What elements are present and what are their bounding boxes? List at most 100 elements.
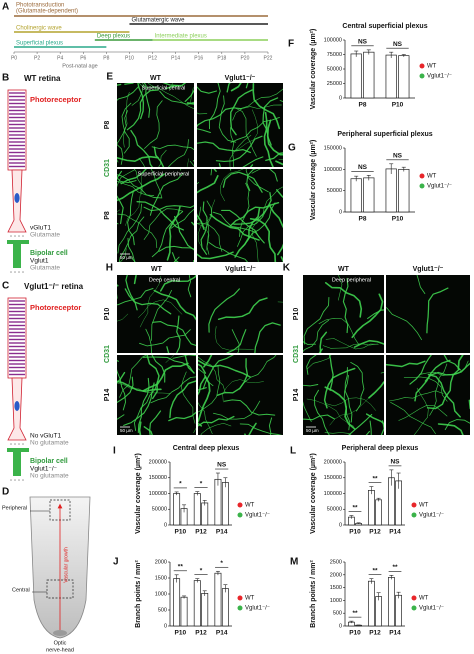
image-note: Superficial peripheral (138, 171, 190, 177)
vessel (198, 415, 235, 427)
vessel (306, 398, 355, 427)
vessel (268, 417, 273, 435)
vesicle (10, 443, 12, 445)
x-tick-label: P14 (216, 529, 228, 536)
row-label: P8 (104, 211, 111, 220)
vessel (166, 206, 181, 261)
vessel (343, 374, 351, 431)
panel-label: B (2, 73, 9, 84)
vessel (197, 86, 218, 94)
y-tick-label: 0 (339, 95, 342, 101)
row-label: P10 (104, 308, 111, 321)
vessel (303, 401, 312, 422)
panel-label: J (113, 557, 119, 568)
timeline-tick-label: P10 (125, 55, 134, 61)
timeline-tick-label: P20 (240, 55, 249, 61)
vessel (254, 322, 281, 353)
bar (201, 502, 209, 526)
vessel (138, 83, 159, 89)
bar (201, 593, 209, 627)
bipolar-cell (7, 448, 29, 476)
column-header: WT (151, 266, 163, 273)
x-tick-label: P8 (359, 216, 367, 223)
vessel (323, 367, 356, 409)
significance-label: NS (393, 41, 403, 48)
vessel (138, 421, 142, 435)
vessel (303, 297, 330, 345)
panel-label: A (2, 2, 9, 13)
vessel (398, 405, 448, 421)
vessel (197, 251, 234, 260)
vessel (117, 203, 142, 254)
x-tick-label: P10 (175, 529, 187, 536)
vesicle (10, 271, 12, 273)
legend-label: WT (427, 64, 437, 70)
vessel (368, 380, 384, 399)
vessel (151, 289, 172, 341)
significance-label: ** (178, 564, 184, 571)
x-tick-label: P10 (349, 529, 361, 536)
vessel (117, 177, 137, 184)
vessel (328, 355, 334, 391)
panel-label: L (290, 446, 296, 457)
vessel (329, 393, 375, 426)
bipolar-transporter-label: Vglut1 (30, 258, 49, 265)
column-header: Vglut1⁻/⁻ (413, 266, 444, 273)
timeline-label: Glutamatergic wave (131, 18, 185, 24)
vessel (153, 289, 196, 321)
legend-label: WT (245, 596, 255, 602)
vessel (117, 86, 140, 101)
timeline-tick-label: P8 (103, 55, 109, 61)
x-tick-label: P12 (195, 630, 207, 637)
vessel (143, 83, 151, 118)
x-tick-label: P8 (359, 102, 367, 109)
vessel (145, 328, 153, 353)
vessel (409, 355, 432, 385)
vessel (437, 423, 464, 435)
vessel (117, 173, 165, 202)
scale-label: 50 µm (306, 428, 319, 433)
vessel (231, 329, 240, 353)
vessel (230, 127, 235, 167)
retina-schematic: D Vascular growth Peripheral Central Opt… (2, 487, 91, 653)
vessel (149, 410, 162, 435)
bar (193, 580, 201, 627)
panel-label: C (2, 281, 9, 292)
y-tick-label: 2000 (330, 572, 342, 578)
vessel (165, 355, 175, 363)
vessel (143, 208, 184, 240)
y-tick-label: 0 (164, 623, 167, 629)
optic-nerve-head (53, 630, 67, 636)
row-label: P14 (293, 389, 300, 402)
significance-label: ** (372, 475, 378, 482)
vessel (324, 432, 352, 435)
vessel (369, 420, 372, 435)
panel-label: I (113, 446, 116, 457)
outer-segment (7, 89, 27, 171)
bar (385, 168, 397, 213)
legend-marker (237, 512, 243, 518)
vessel (226, 329, 247, 353)
vessel (122, 92, 130, 148)
vessel (208, 288, 240, 333)
significance-label: * (200, 567, 203, 574)
timeline-tick-label: P16 (194, 55, 203, 61)
vessel (413, 387, 429, 435)
y-tick-label: 1000 (330, 598, 342, 604)
x-tick-label: P12 (195, 529, 207, 536)
timeline-tick-label: P2 (34, 55, 40, 61)
vessel (127, 190, 135, 246)
bipolar-label: Bipolar cell (30, 250, 68, 257)
bar (398, 55, 410, 99)
vessel (142, 362, 189, 392)
legend-marker (237, 595, 243, 601)
vessel (426, 287, 449, 334)
vessel (169, 83, 173, 92)
vessel (322, 343, 378, 349)
vessel (117, 209, 121, 212)
vessel (197, 141, 252, 154)
vessel (240, 88, 283, 109)
significance-label: * (179, 481, 182, 488)
vessel (144, 100, 163, 149)
vesicle (18, 271, 20, 273)
